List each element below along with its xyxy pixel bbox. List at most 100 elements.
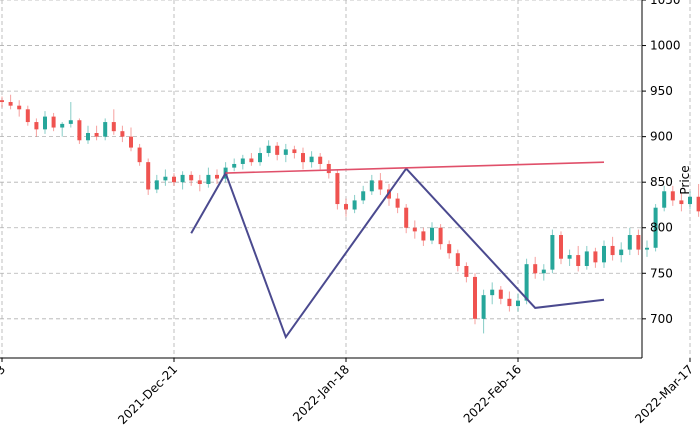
candle-body [60,123,65,128]
candle-body [43,116,47,130]
y-tick-label: 950 [650,84,673,98]
candle-body [326,163,331,174]
candle-body [215,174,219,179]
candle-body [404,207,409,228]
candle-body [189,174,194,181]
candle-body [533,264,538,274]
candle-body [137,147,142,163]
candle-body [17,105,22,110]
grid [0,0,691,358]
x-tick-label: 2022-Mar-17 [632,362,696,426]
candle-body [447,244,452,254]
candle-body [172,176,176,183]
candle-body [541,269,546,274]
candle-body [498,289,503,299]
candle-body [395,198,400,208]
candle-body [335,173,340,205]
candle-body [111,122,116,132]
y-tick-label: 1000 [650,39,681,53]
candle-body [68,120,73,124]
candle-body [197,180,202,185]
candle-body [0,100,4,103]
candle-body [559,235,563,259]
candle-body [378,180,383,190]
candle-body [430,227,434,241]
y-tick-label: 850 [650,175,673,189]
candle-body [438,227,443,245]
candle-body [129,136,133,148]
resistance-line [225,161,605,174]
x-tick-label: 2021-Nov-23 [0,362,8,427]
candle-body [240,158,245,164]
y-tick-label: 900 [650,130,673,144]
pattern-lines [190,161,605,340]
x-tick-label: 2022-Feb-16 [461,362,524,425]
candle-body [120,131,125,137]
candle-body [421,231,426,241]
y-tick-label: 750 [650,266,673,280]
candle-body [292,149,297,154]
candle-body [206,174,211,185]
candle-body [352,200,357,210]
candle-body [481,295,486,319]
candle-body [232,163,237,168]
candle-body [679,200,684,205]
candle-body [146,162,151,190]
candle-body [490,289,495,296]
candle-body [309,156,314,163]
candle-body [266,145,271,154]
candle-body [619,249,624,256]
x-tick-label: 2021-Dec-21 [115,362,180,427]
candle-body [412,227,417,232]
candle-body [344,204,348,210]
candle-body [275,145,280,155]
candle-body [670,191,675,201]
candle-body [593,251,598,263]
candle-body [369,180,374,192]
candle-body [688,196,692,205]
candle-body [627,235,632,250]
candle-body [103,122,108,137]
candle-body [180,174,185,183]
candle-body [550,235,555,270]
candle-body [51,116,56,128]
candle-body [318,156,323,164]
candle-body [8,102,13,106]
candle-body [516,300,520,307]
y-tick-label: 700 [650,312,673,326]
candle-body [524,264,529,301]
candle-body [86,132,90,141]
candle-body [584,251,589,266]
candle-body [301,153,305,163]
candle-body [154,180,159,190]
candle-body [361,191,366,201]
candle-body [567,255,572,259]
candle-body [602,245,606,263]
candle-body [163,176,168,181]
candle-body [473,276,477,319]
candle-body [283,149,288,155]
candle-body [258,153,262,163]
candle-body [645,247,649,250]
pattern-line [190,166,605,340]
y-tick-label: 1050 [650,0,681,7]
candle-body [34,122,39,130]
candle-body [610,245,615,256]
candle-body [653,207,658,248]
candle-body [636,235,641,250]
y-axis-label: Price [678,165,692,194]
candle-body [455,253,460,266]
candles [0,94,700,334]
candle-body [249,158,254,163]
candle-body [507,298,512,307]
candle-body [696,196,700,212]
candle-body [576,255,581,266]
candle-body [464,265,469,277]
candle-body [94,132,99,137]
candle-body [662,191,667,208]
x-tick-label: 2022-Jan-18 [290,362,352,424]
candle-body [77,120,82,141]
